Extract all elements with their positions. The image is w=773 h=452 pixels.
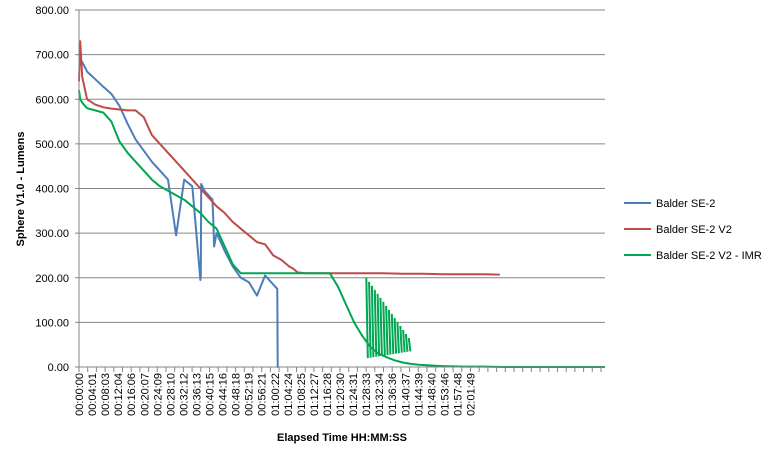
legend: Balder SE-2 Balder SE-2 V2 Balder SE-2 V2 …	[624, 198, 762, 262]
x-axis-ticks: 00:00:00 00:04:01 00:08:03 00:12:04 00:16:06…	[74, 367, 602, 416]
x-tick-label: 00:40:15	[205, 373, 217, 416]
x-tick-label: 01:36:36	[387, 373, 399, 416]
y-tick-label: 700.00	[35, 50, 69, 62]
x-tick-label: 01:00:22	[270, 373, 282, 416]
y-tick-label: 500.00	[35, 139, 69, 151]
x-tick-label: 00:20:07	[139, 373, 151, 416]
x-tick-label: 01:20:30	[335, 373, 347, 416]
y-tick-label: 800.00	[35, 5, 69, 17]
x-tick-label: 01:24:31	[348, 373, 360, 416]
x-tick-label: 00:56:21	[257, 373, 269, 416]
x-tick-label: 01:53:46	[439, 373, 451, 416]
y-tick-label: 400.00	[35, 184, 69, 196]
x-tick-label: 00:36:13	[191, 373, 203, 416]
y-tick-label: 300.00	[35, 228, 69, 240]
series-line-1	[78, 54, 279, 368]
y-tick-label: 600.00	[35, 94, 69, 106]
axes	[78, 10, 605, 368]
y-axis-ticks: 0.00 100.00 200.00 300.00 400.00 500.00 600.00…	[35, 5, 69, 374]
x-tick-label: 01:04:24	[283, 373, 295, 416]
x-tick-label: 01:44:39	[413, 373, 425, 416]
x-tick-label: 00:32:12	[178, 373, 190, 416]
gridlines	[75, 9, 605, 368]
series-line-2	[78, 40, 500, 276]
y-axis-title: Sphere V1.0 - Lumens	[15, 132, 27, 247]
x-tick-label: 00:48:18	[231, 373, 243, 416]
series-lines	[78, 40, 605, 368]
x-tick-label: 00:08:03	[100, 373, 112, 416]
x-tick-label: 02:01:49	[466, 373, 478, 416]
y-tick-label: 200.00	[35, 273, 69, 285]
x-tick-label: 00:04:01	[87, 373, 99, 416]
x-tick-label: 00:24:09	[152, 373, 164, 416]
x-tick-label: 01:40:37	[400, 373, 412, 416]
y-tick-label: 0.00	[48, 362, 69, 374]
x-tick-label: 00:44:16	[218, 373, 230, 416]
x-tick-label: 00:00:00	[74, 373, 86, 416]
legend-label: Balder SE-2	[656, 198, 715, 210]
x-tick-label: 00:16:06	[126, 373, 138, 416]
x-tick-label: 01:16:28	[322, 373, 334, 416]
legend-label: Balder SE-2 V2	[656, 224, 732, 236]
y-tick-label: 100.00	[35, 317, 69, 329]
x-tick-label: 01:28:33	[361, 373, 373, 416]
x-tick-label: 01:32:34	[374, 373, 386, 416]
x-tick-label: 00:28:10	[165, 373, 177, 416]
x-tick-label: 01:57:48	[452, 373, 464, 416]
x-axis-title: Elapsed Time HH:MM:SS	[277, 432, 407, 444]
legend-label: Balder SE-2 V2 - IMR	[656, 250, 762, 262]
x-tick-label: 01:08:25	[296, 373, 308, 416]
x-tick-label: 01:12:27	[309, 373, 321, 416]
x-tick-label: 00:12:04	[113, 373, 125, 416]
series-line-3	[78, 90, 605, 368]
x-tick-label: 01:48:40	[426, 373, 438, 416]
x-tick-label: 00:52:19	[244, 373, 256, 416]
